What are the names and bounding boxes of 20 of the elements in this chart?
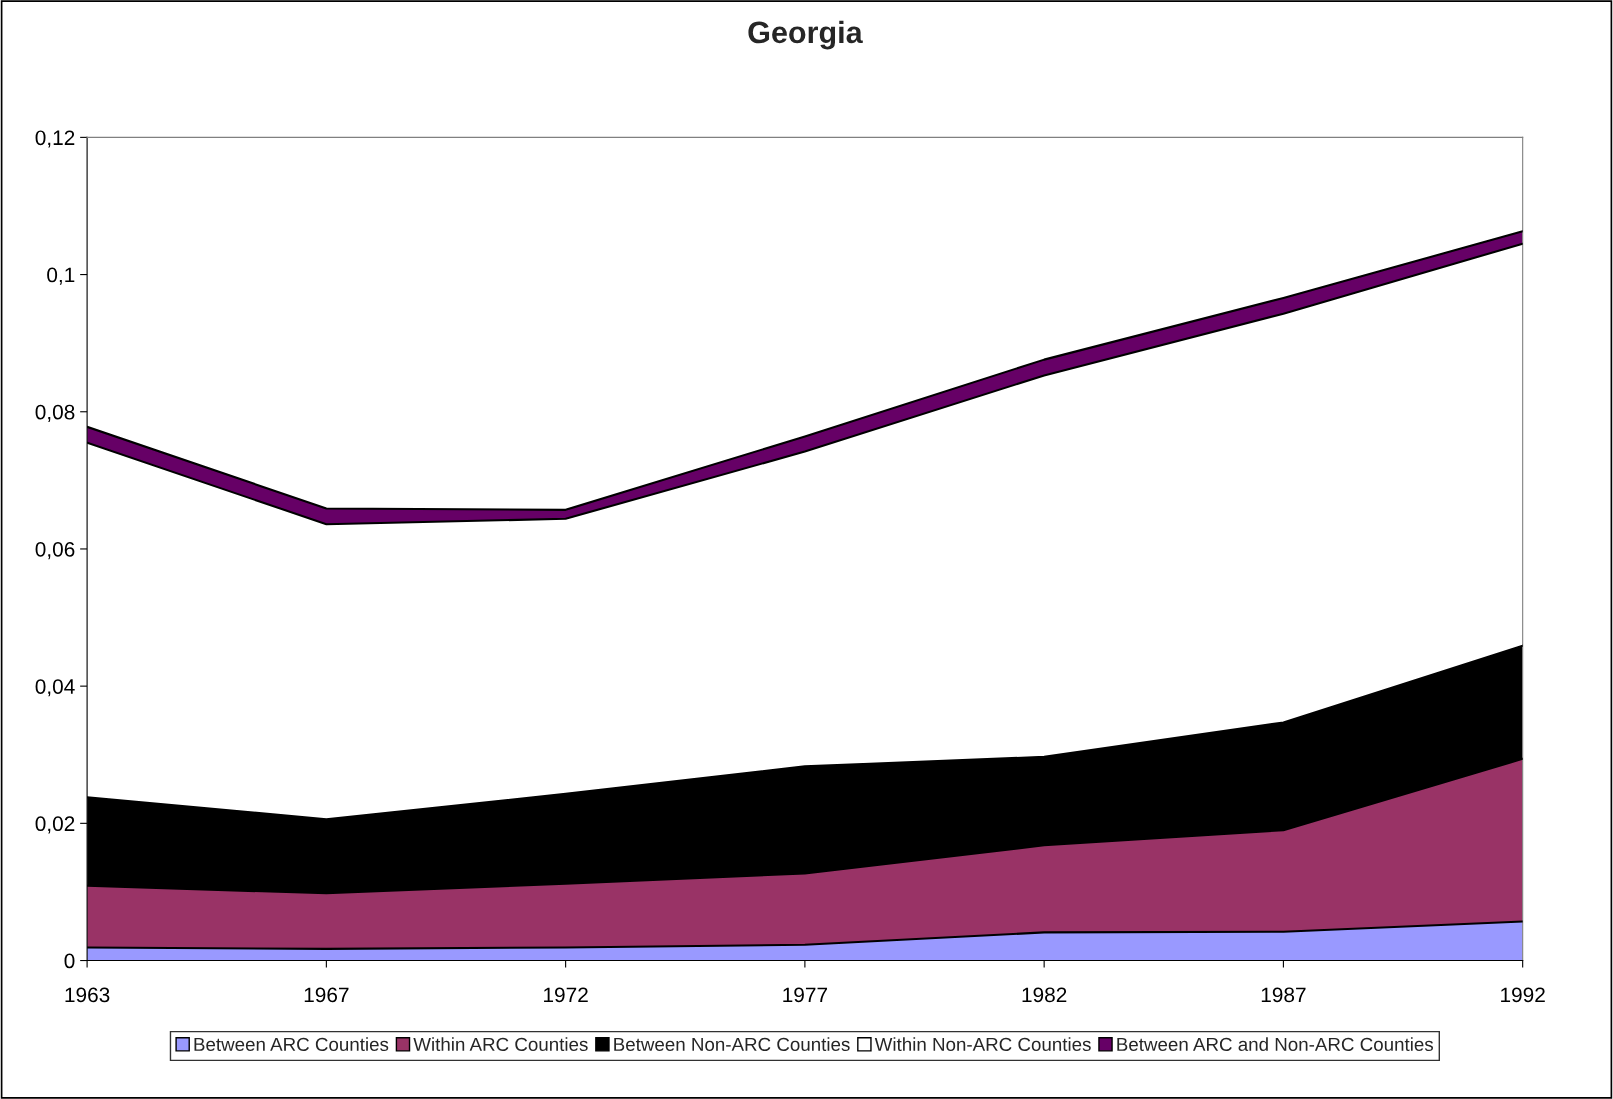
y-tick-label: 0,1	[47, 267, 75, 285]
x-tick-label: 1992	[1501, 987, 1545, 1003]
y-tick-label: 0,04	[35, 679, 75, 697]
y-tick-label: 0,06	[35, 541, 75, 560]
legend-label: Between ARC and Non-ARC Counties	[1117, 1037, 1434, 1052]
chart-title: Georgia	[748, 20, 863, 50]
x-tick-label: 1977	[783, 987, 828, 1003]
x-tick-label: 1972	[544, 987, 588, 1003]
legend-label: Between Non-ARC Counties	[614, 1037, 850, 1052]
y-tick-label: 0,02	[35, 816, 75, 834]
x-tick-label: 1967	[304, 987, 349, 1003]
legend-label: Within ARC Counties	[413, 1037, 588, 1052]
x-tick-label: 1982	[1022, 987, 1067, 1003]
x-tick-label: 1963	[65, 987, 110, 1003]
legend-label: Within Non-ARC Counties	[874, 1037, 1091, 1052]
y-tick-label: 0,08	[35, 404, 75, 422]
y-tick-label: 0,12	[35, 130, 75, 148]
x-tick-label: 1987	[1261, 987, 1306, 1003]
y-tick-label: 0	[64, 953, 75, 969]
legend-label: Between ARC Counties	[194, 1037, 389, 1052]
